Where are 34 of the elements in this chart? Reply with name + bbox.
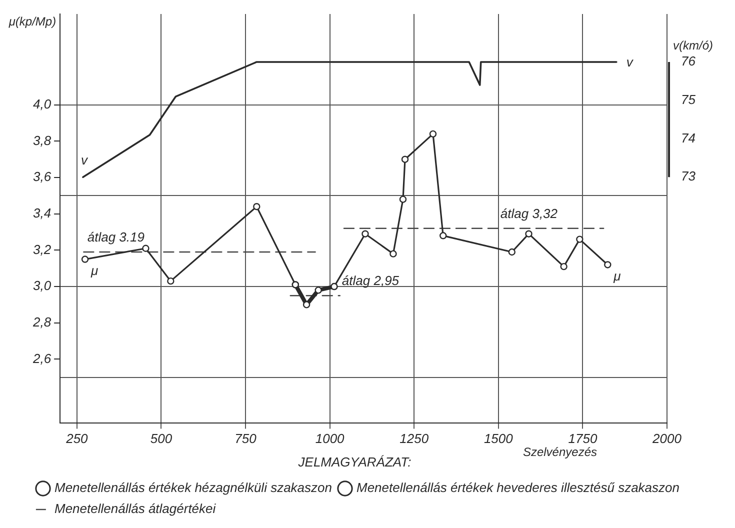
y2-axis-title: v(km/ó) [673,38,713,52]
annotation: μ [612,268,621,284]
text: v [626,54,633,70]
y2-tick-label: 74 [681,130,696,146]
y2-tick-label: 73 [681,168,696,184]
y2-tick-label: 75 [681,92,696,107]
legend-label: Menetellenállás értékek hevederes illesztésű szakaszon [356,480,680,496]
legend-label: Menetellenállás átlagértékei [54,501,217,516]
x-tick-label: 750 [234,431,258,446]
x-tick-label: 1250 [400,431,430,446]
y-tick-label: 3,8 [32,132,52,148]
x-tick-label: 1500 [484,431,514,446]
annotation: μ [90,262,98,278]
y-tick-label: 3,0 [32,278,52,294]
y2-tick-label: 76 [681,54,696,69]
series-label: v [81,152,89,168]
y-axis-title: μ(kp/Mp) [8,14,56,28]
y-tick-label: 2,8 [32,314,52,330]
x-tick-label: 250 [65,431,89,446]
y-tick-label: 3,4 [32,205,52,220]
y-tick-label: 3,2 [32,242,52,257]
legend-title: JELMAGYARÁZAT: [297,454,412,470]
annotation: átlag 2,95 [342,273,400,288]
legend-label: Menetellenállás értékek hézagnélküli szakaszon [54,480,332,496]
annotation: átlag 3,32 [500,206,558,221]
x-tick-label: 2000 [652,431,682,446]
x-tick-label: 1750 [568,431,598,446]
x-tick-label: 1000 [315,431,346,446]
y-tick-label: 3,6 [32,169,52,184]
x-tick-label: 500 [150,431,173,446]
x-axis-title: Szelvényezés [522,445,597,460]
y-tick-label: 4,0 [32,96,52,112]
y-tick-label: 2,6 [32,350,52,366]
annotation: átlag 3.19 [87,230,144,245]
